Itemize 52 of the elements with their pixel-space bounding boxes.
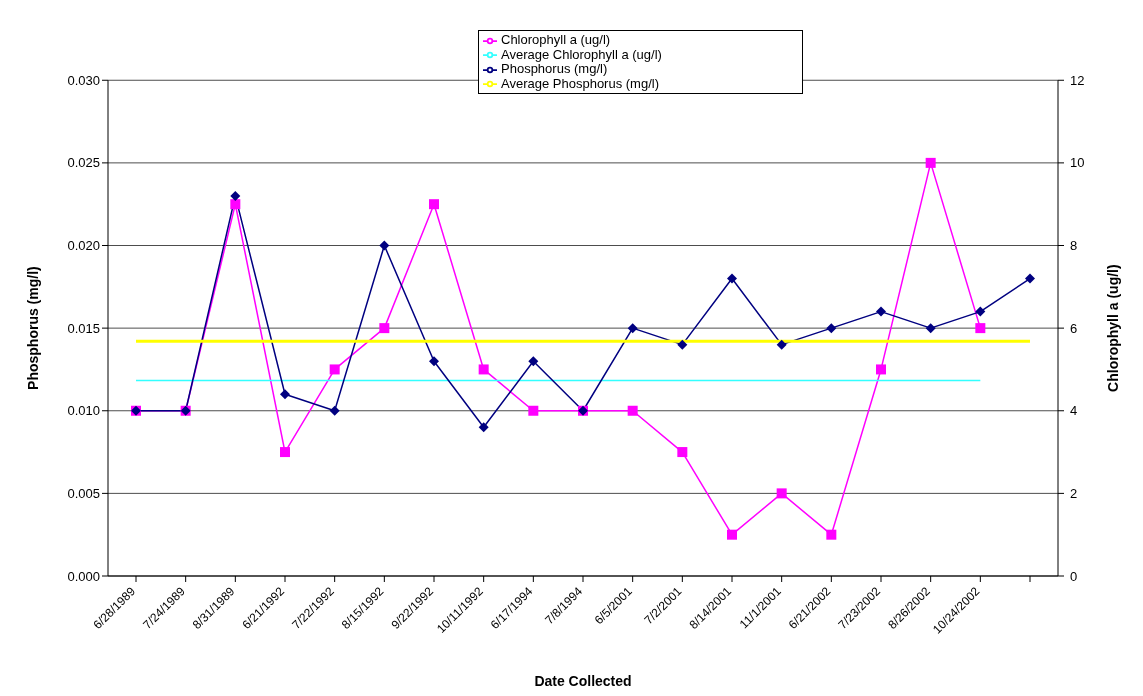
y-tick-label: 0.015 xyxy=(67,320,100,336)
point xyxy=(677,447,688,458)
point xyxy=(876,364,886,375)
point xyxy=(627,323,638,334)
legend-label: Average Phosphorus (mg/l) xyxy=(501,75,660,91)
point xyxy=(280,447,290,458)
y-tick-label: 0.025 xyxy=(67,155,100,171)
point xyxy=(727,273,737,284)
y2-tick-label: 6 xyxy=(1070,320,1078,336)
y2-tick-label: 2 xyxy=(1070,485,1078,501)
point xyxy=(329,364,340,375)
legend-label: Average Chlorophyll a (ug/l) xyxy=(501,46,662,62)
legend-label: Phosphorus (mg/l) xyxy=(501,61,608,77)
point xyxy=(478,364,489,375)
y2-tick-label: 4 xyxy=(1070,403,1078,419)
point xyxy=(230,190,241,201)
y2-tick-label: 8 xyxy=(1070,238,1078,254)
point xyxy=(925,323,936,334)
point xyxy=(379,240,390,251)
point xyxy=(826,529,837,540)
point xyxy=(975,306,986,317)
point xyxy=(727,529,737,540)
point xyxy=(429,356,439,367)
point xyxy=(329,405,340,416)
y-tick-label: 0.030 xyxy=(67,72,100,88)
point xyxy=(826,323,837,334)
y-axis-title: Phosphorus (mg/l) xyxy=(24,266,41,390)
y2-tick-label: 12 xyxy=(1070,72,1085,88)
point xyxy=(280,389,290,400)
y-tick-label: 0.010 xyxy=(67,403,100,419)
y2-tick-label: 10 xyxy=(1070,155,1085,171)
point xyxy=(677,339,688,350)
point xyxy=(528,356,539,367)
point xyxy=(528,405,539,416)
point xyxy=(776,339,787,350)
point xyxy=(429,199,439,210)
y-tick-label: 0.005 xyxy=(67,485,100,501)
y2-tick-label: 0 xyxy=(1070,568,1078,584)
y-tick-label: 0.000 xyxy=(67,568,100,584)
point xyxy=(776,488,787,499)
y-tick-label: 0.020 xyxy=(67,238,100,254)
point xyxy=(478,422,489,433)
point xyxy=(925,157,936,168)
point xyxy=(876,306,886,317)
y2-axis-title: Chlorophyll a (ug/l) xyxy=(1104,264,1121,392)
legend-label: Chlorophyll a (ug/l) xyxy=(501,32,611,47)
point xyxy=(975,323,986,334)
point xyxy=(379,323,390,334)
point xyxy=(1025,273,1035,284)
x-axis-title: Date Collected xyxy=(534,673,632,689)
point xyxy=(230,199,241,210)
point xyxy=(627,405,638,416)
